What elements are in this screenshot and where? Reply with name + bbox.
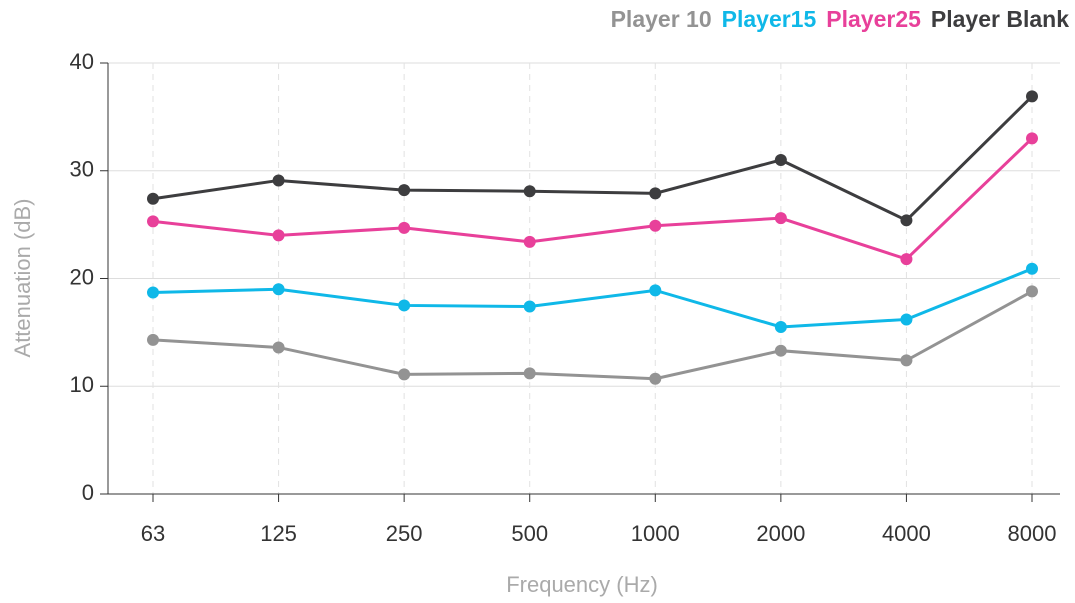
y-tick-label: 20 [70, 264, 94, 289]
data-point [147, 333, 159, 346]
legend-entry: Player 10 [610, 6, 712, 32]
data-point [398, 368, 411, 381]
x-tick-label: 500 [511, 521, 548, 546]
legend: Player 10 Player15 Player25 Player Blank [611, 6, 1069, 33]
data-point [1026, 132, 1038, 145]
series-line [152, 290, 1033, 381]
data-point [272, 283, 285, 296]
y-tick-label: 10 [70, 372, 94, 397]
series-line [152, 137, 1034, 261]
data-point [900, 253, 913, 266]
data-point [774, 344, 787, 357]
data-point [272, 341, 285, 354]
data-point [398, 184, 411, 197]
data-point [523, 300, 536, 313]
data-point [272, 229, 285, 242]
y-axis-label: Attenuation (dB) [10, 199, 35, 358]
data-point [147, 215, 159, 228]
series-line [152, 267, 1033, 329]
data-point [1026, 262, 1038, 275]
data-point [523, 367, 536, 380]
y-tick-label: 30 [70, 157, 94, 182]
x-tick-label: 63 [141, 521, 165, 546]
data-point [900, 313, 913, 326]
data-point [1026, 90, 1038, 103]
data-point [774, 153, 787, 166]
data-point [272, 174, 285, 187]
x-tick-label: 125 [260, 521, 297, 546]
data-point [523, 235, 536, 248]
legend-entry: Player15 [721, 6, 817, 32]
data-point [398, 221, 411, 234]
data-point [774, 320, 787, 333]
series-line [152, 95, 1034, 223]
x-tick-label: 2000 [756, 521, 805, 546]
data-point [398, 299, 411, 312]
data-point [1026, 285, 1038, 298]
legend-entry: Player25 [826, 6, 921, 32]
data-point [774, 212, 787, 225]
data-point [900, 354, 913, 367]
x-tick-label: 8000 [1008, 521, 1057, 546]
data-point [649, 284, 662, 297]
data-point [900, 214, 913, 227]
data-point [649, 219, 662, 232]
data-point [523, 185, 536, 198]
data-point [147, 286, 159, 299]
data-point [649, 187, 662, 200]
x-tick-label: 1000 [631, 521, 680, 546]
x-tick-label: 250 [386, 521, 423, 546]
data-point [649, 372, 662, 385]
x-axis-label: Frequency (Hz) [506, 572, 658, 597]
y-tick-label: 40 [70, 49, 94, 74]
y-tick-label: 0 [82, 480, 94, 505]
legend-entry: Player Blank [930, 6, 1069, 32]
data-point [147, 192, 159, 205]
x-tick-label: 4000 [882, 521, 931, 546]
